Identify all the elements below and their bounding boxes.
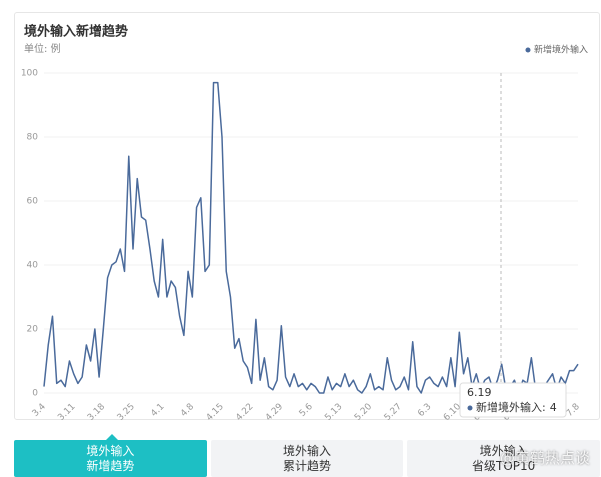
- tooltip-value: 4: [550, 401, 557, 414]
- legend-marker: [525, 47, 531, 53]
- tab[interactable]: 境外输入 省级TOP10: [407, 440, 601, 477]
- tab-label: 省级TOP10: [472, 458, 536, 473]
- chart-title: 境外输入新增趋势: [24, 24, 128, 40]
- x-tick-label: 7.8: [565, 402, 582, 419]
- tab-bar: 境外输入 新增趋势 境外输入 累计趋势 境外输入 省级TOP10: [14, 440, 601, 477]
- tab-label: 境外输入: [283, 443, 332, 458]
- x-tick-label: 5.13: [323, 402, 344, 420]
- tooltip-date: 6.19: [467, 386, 492, 399]
- tab-label: 新增趋势: [86, 458, 135, 473]
- x-tick-label: 4.1: [149, 402, 166, 419]
- tooltip-box: [459, 382, 567, 418]
- x-tick-label: 3.25: [116, 402, 137, 420]
- y-tick-label: 100: [21, 69, 38, 79]
- tab-label: 境外输入: [86, 443, 135, 458]
- tooltip-label: 新增境外输入:: [476, 400, 546, 414]
- x-tick-label: 3.18: [86, 402, 107, 420]
- y-tick-label: 0: [32, 389, 38, 399]
- tab[interactable]: 境外输入 累计趋势: [210, 440, 404, 477]
- y-tick-label: 20: [27, 325, 39, 335]
- chart-subtitle: 单位: 例: [24, 42, 61, 55]
- x-tick-label: 4.29: [264, 402, 285, 420]
- x-tick-label: 5.27: [383, 402, 404, 420]
- data-line: [43, 81, 579, 394]
- x-tick-label: 5.6: [298, 402, 315, 419]
- y-tick-label: 40: [27, 261, 39, 271]
- tab-label: 累计趋势: [283, 458, 332, 473]
- x-tick-label: 4.15: [205, 402, 226, 420]
- x-tick-label: 4.8: [179, 402, 196, 419]
- y-tick-label: 60: [27, 197, 39, 207]
- x-tick-label: 6.3: [416, 402, 433, 419]
- x-tick-label: 5.20: [353, 402, 374, 420]
- chart: 境外输入新增趋势 单位: 例 0 20 40 60 80 100 3.4 3.11 3.18 3.…: [21, 24, 588, 421]
- tab[interactable]: 境外输入 新增趋势: [14, 440, 207, 477]
- tab-label: 境外输入: [479, 443, 528, 458]
- y-tick-label: 80: [27, 133, 39, 143]
- x-tick-label: 4.22: [234, 402, 255, 420]
- x-tick-label: 3.11: [56, 402, 77, 420]
- legend-label: 新增境外输入: [534, 44, 588, 56]
- watermark: @黄鹤热点谈: [500, 449, 591, 467]
- tooltip-marker: [467, 405, 473, 411]
- x-tick-label: 3.4: [31, 402, 48, 419]
- chart-card: 境外输入新增趋势 单位: 例 0 20 40 60 80 100 3.4 3.11 3.18 3.…: [14, 12, 600, 420]
